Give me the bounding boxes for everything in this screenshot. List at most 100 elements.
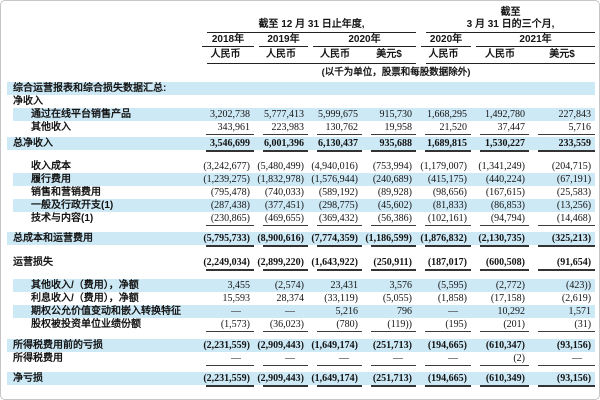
cell-value: — — [197, 305, 254, 318]
cell-value: (33,119) — [324, 293, 358, 304]
table-row: 履行费用 (1,239,275) (1,832,978) (1,576,944) (24… — [7, 173, 596, 186]
row-label: 销售和营销费用 — [31, 187, 101, 198]
column-rule-line — [263, 365, 308, 366]
cell-value: 6,001,396 — [254, 137, 308, 150]
cell-value: (600,508) — [485, 257, 526, 268]
cell-value: (5,480,499) — [257, 161, 304, 172]
cell-value: (469,655) — [264, 213, 304, 224]
cell-value: (1,832,978) — [254, 173, 308, 186]
column-rule-line — [263, 150, 308, 152]
cell-value: (298,775) — [308, 199, 362, 212]
rule-cell — [308, 331, 362, 339]
cell-value: 3,576 — [362, 279, 417, 292]
column-rule-line — [263, 134, 308, 135]
cell-value: 3,546,699 — [197, 137, 254, 150]
cell-value: (2,909,443) — [254, 372, 308, 385]
cell-value: (325,213) — [529, 232, 596, 245]
cell-value: (589,192) — [318, 187, 358, 198]
row-label: 总成本和运营费用 — [7, 232, 197, 245]
column-rule-line — [317, 385, 362, 387]
table-row: 净亏损 (2,231,559) (2,909,443) (1,649,174) (251… — [7, 372, 596, 385]
column-rule-line — [206, 245, 254, 247]
cell-value: (251,713) — [362, 339, 417, 352]
cell-value: (194,665) — [416, 339, 472, 352]
rule-cell — [362, 225, 417, 232]
column-rule-line — [371, 385, 417, 387]
rule-cell — [308, 365, 362, 372]
year-2020-q1: 2020年 — [421, 33, 472, 47]
rule-cell — [197, 331, 254, 339]
cell-value: 1,689,815 — [416, 137, 472, 150]
column-rule-line — [206, 150, 254, 152]
currency-label: 人民币 — [266, 49, 296, 60]
cell-value: (45,602) — [362, 199, 417, 212]
cell-value: (187,017) — [427, 257, 468, 268]
cell-value: — — [448, 353, 459, 364]
rule-cell — [471, 385, 530, 399]
currency-label: 人民币 — [485, 49, 516, 60]
cell-value: 1,492,780 — [471, 108, 530, 121]
cell-value: (31) — [574, 319, 592, 330]
rule-cell — [471, 365, 530, 372]
column-rule-line — [371, 269, 417, 271]
column-rule-line — [538, 331, 596, 332]
cell-value: 5,999,675 — [308, 108, 362, 121]
column-rule-line — [371, 245, 417, 247]
cell-value: (2,619) — [561, 293, 592, 304]
rule-row-label-spacer — [7, 269, 197, 279]
rule-cell — [529, 225, 596, 232]
rule-cell — [416, 331, 472, 339]
rule-row — [7, 365, 596, 372]
rule-cell — [197, 150, 254, 160]
financial-table: 截至 12 月 31 日止年度, 截至 3 月 31 日的三个月, 2018年 … — [7, 7, 596, 399]
column-rule-line — [425, 245, 472, 247]
cell-value: (1,649,174) — [308, 372, 362, 385]
cell-value: (89,928) — [377, 187, 413, 198]
table-row: 股权被投资单位业绩份额 (1,573) (36,023) (780) (119)) (19… — [7, 318, 595, 331]
cell-value: (195) — [445, 319, 468, 330]
column-rule-line — [425, 134, 472, 135]
cell-value — [471, 82, 530, 95]
rule-cell — [471, 150, 530, 160]
cell-value: 28,374 — [276, 293, 305, 304]
rule-row — [7, 150, 596, 160]
rule-cell — [362, 245, 417, 256]
cell-value: (2,909,443) — [254, 339, 308, 352]
column-rule-line — [317, 150, 362, 152]
cell-value: (194,665) — [416, 372, 472, 385]
cell-value: (610,347) — [471, 339, 530, 352]
cell-value: 1,571 — [529, 305, 596, 318]
table-row: 总成本和运营费用 (5,795,733) (8,900,616) (7,774,359… — [7, 232, 596, 245]
rule-cell — [471, 134, 530, 137]
column-rule-line — [206, 385, 254, 387]
column-rule-line — [371, 225, 417, 226]
currency-label: 美元$ — [549, 49, 575, 60]
cell-value: (1,649,174) — [308, 339, 362, 352]
rule-cell — [197, 225, 254, 232]
column-rule-line — [371, 365, 417, 366]
table-row: 其他收入/（费用），净额 3,455 (2,574) 23,431 3,576 (5,59… — [7, 279, 596, 292]
rule-cell — [362, 134, 417, 137]
table-header: 截至 12 月 31 日止年度, 截至 3 月 31 日的三个月, 2018年 … — [7, 7, 596, 82]
table-row: 销售和营销费用 (795,478) (740,033) (589,192) (89,92… — [7, 186, 595, 199]
cell-value: 3,455 — [197, 279, 254, 292]
column-rule-line — [263, 269, 308, 271]
cell-value: — — [393, 353, 404, 364]
rule-cell — [362, 385, 417, 399]
cell-value: 1,668,295 — [416, 108, 472, 121]
row-label: 其他收入/（费用），净额 — [7, 279, 197, 292]
row-label: 股权被投资单位业绩份额 — [31, 319, 141, 330]
column-rule-line — [480, 269, 530, 271]
period-group-annual-label: 截至 12 月 31 日止年度, — [258, 19, 365, 30]
rule-cell — [416, 245, 472, 256]
cell-value: 19,958 — [384, 122, 413, 133]
cell-value: 796 — [362, 305, 417, 318]
cell-value: (440,224) — [471, 173, 530, 186]
cell-value: (795,478) — [210, 187, 250, 198]
column-rule-line — [263, 385, 308, 387]
currency-label: 人民币 — [320, 49, 350, 60]
column-rule-line — [425, 331, 472, 332]
cell-value — [362, 82, 417, 95]
cell-value: (119)) — [387, 319, 413, 330]
column-rule-line — [263, 331, 308, 332]
